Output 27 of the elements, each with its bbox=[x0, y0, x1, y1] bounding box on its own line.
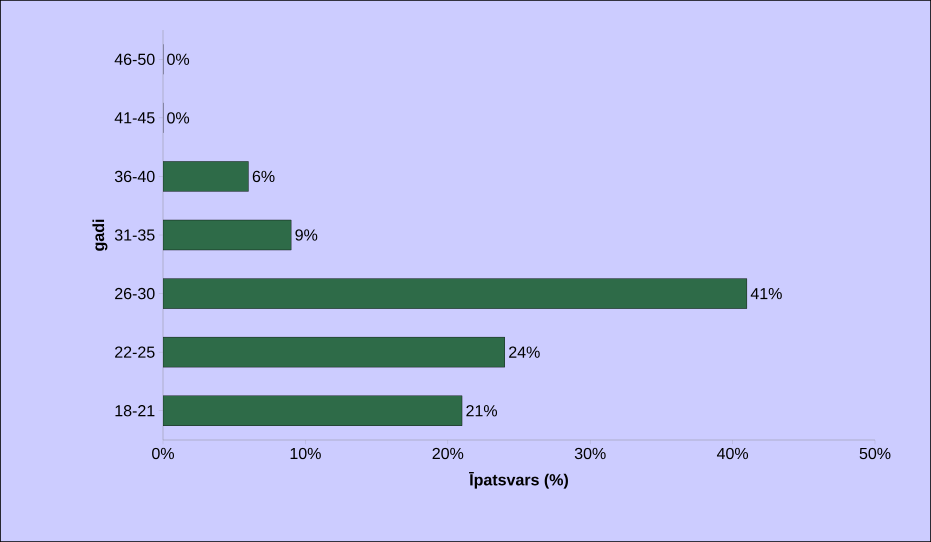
x-tick-label: 0% bbox=[152, 448, 174, 460]
y-tick-label: 26-30 bbox=[115, 288, 155, 300]
y-tick-label: 31-35 bbox=[114, 229, 155, 241]
x-tick-label: 20% bbox=[432, 448, 464, 460]
y-axis-title: gadi bbox=[92, 220, 108, 251]
bar bbox=[163, 396, 462, 426]
y-tick-label: 36-40 bbox=[114, 170, 155, 182]
x-tick-label: 10% bbox=[290, 448, 321, 460]
y-tick-label: 22-25 bbox=[115, 346, 155, 358]
data-label: 6% bbox=[252, 170, 275, 182]
y-tick-label: 46-50 bbox=[114, 54, 155, 65]
bar bbox=[163, 220, 292, 250]
bar bbox=[163, 336, 505, 368]
data-label: 21% bbox=[466, 405, 498, 416]
x-tick-label: 40% bbox=[716, 448, 748, 460]
x-tick-label: 30% bbox=[574, 448, 606, 460]
y-tick-label: 41-45 bbox=[114, 112, 155, 124]
data-label: 0% bbox=[167, 54, 190, 65]
data-label: 9% bbox=[295, 229, 318, 241]
x-axis-title: Īpatsvars (%) bbox=[469, 472, 568, 489]
data-label: 0% bbox=[167, 112, 190, 124]
data-label: 41% bbox=[750, 288, 782, 300]
bar bbox=[163, 278, 748, 309]
data-label: 24% bbox=[509, 346, 540, 358]
bar bbox=[163, 161, 249, 192]
x-tick-label: 50% bbox=[860, 448, 890, 460]
y-tick-label: 18-21 bbox=[116, 405, 154, 416]
